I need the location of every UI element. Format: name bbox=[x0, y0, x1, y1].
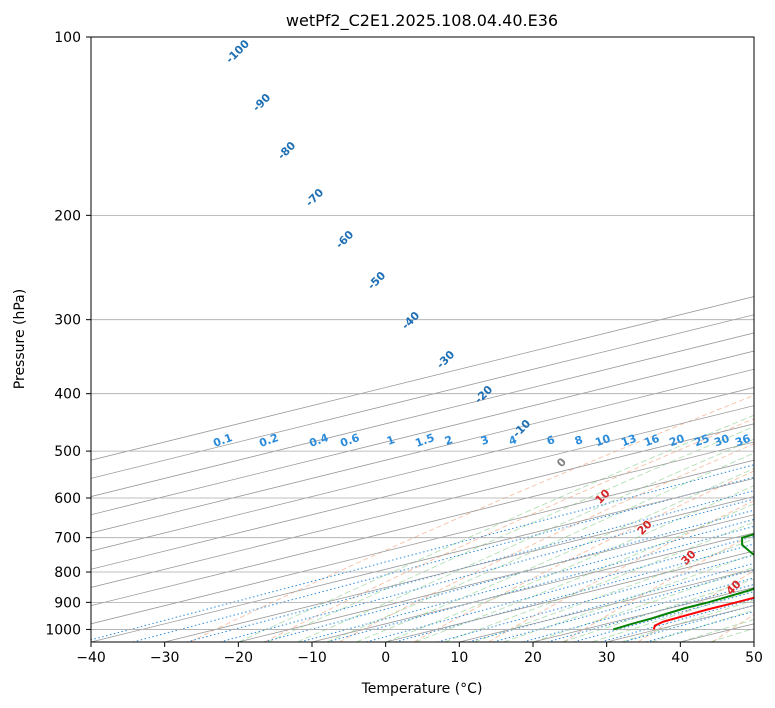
mixing-ratio-label: 4 bbox=[507, 433, 519, 448]
series-group bbox=[613, 533, 754, 631]
mixing-ratio-label: 8 bbox=[573, 433, 585, 448]
mixing-ratio-label: 1 bbox=[385, 433, 397, 448]
y-tick-label: 800 bbox=[54, 565, 81, 581]
isotherm bbox=[91, 423, 754, 588]
dewpoint-line bbox=[613, 533, 754, 631]
y-tick-label: 1000 bbox=[45, 622, 81, 638]
x-axis-label: Temperature (°C) bbox=[361, 681, 483, 697]
mixing-ratio-label: 6 bbox=[545, 433, 557, 448]
isotherm bbox=[91, 405, 754, 570]
mixing-ratio-line bbox=[437, 554, 754, 642]
isotherm bbox=[91, 441, 754, 607]
mixing-ratio-label: 25 bbox=[692, 432, 711, 449]
moist-adiabat bbox=[591, 589, 754, 642]
mixing-ratio-label: 0.4 bbox=[307, 431, 330, 450]
y-tick-label: 200 bbox=[54, 208, 81, 224]
x-tick-label: −40 bbox=[76, 650, 106, 666]
y-tick-label: 700 bbox=[54, 531, 81, 547]
isotherm bbox=[311, 532, 754, 642]
mixing-ratio-label: 30 bbox=[712, 432, 731, 450]
dry-adiabat bbox=[413, 470, 754, 642]
mixing-ratio-label: 36 bbox=[733, 432, 752, 450]
isotherm bbox=[91, 387, 754, 552]
x-tick-label: 20 bbox=[524, 650, 542, 666]
moist-adiabat bbox=[503, 553, 754, 642]
moist-adiabat bbox=[238, 414, 754, 642]
y-tick-label: 900 bbox=[54, 595, 81, 611]
y-tick-label: 100 bbox=[54, 30, 81, 46]
moist-adiabat bbox=[532, 566, 754, 642]
y-axis: 100 200 300 400 500 600 700 800 900 1000 bbox=[45, 30, 91, 638]
moist-adiabat bbox=[326, 452, 754, 642]
y-tick-label: 400 bbox=[54, 387, 81, 403]
mixing-ratio-line bbox=[366, 535, 754, 642]
grid bbox=[91, 37, 754, 642]
mixing-ratio-label: 1.5 bbox=[413, 431, 436, 450]
y-axis-label: Pressure (hPa) bbox=[12, 289, 28, 389]
moist-adiabat bbox=[267, 426, 754, 642]
y-tick-label: 500 bbox=[54, 444, 81, 460]
isotherm bbox=[91, 477, 754, 642]
x-tick-label: −20 bbox=[224, 650, 254, 666]
isotherm bbox=[164, 496, 754, 642]
mixing-ratio-line bbox=[132, 476, 754, 642]
x-tick-label: 0 bbox=[381, 650, 390, 666]
x-tick-label: −10 bbox=[297, 650, 327, 666]
dry-adiabat bbox=[563, 533, 754, 642]
plot-frame bbox=[90, 36, 755, 643]
dry-adiabat bbox=[488, 500, 754, 642]
isotherm bbox=[91, 332, 754, 497]
moist-adiabat bbox=[356, 467, 754, 642]
mixing-ratio-label: 0.2 bbox=[257, 431, 280, 450]
mixing-ratio-line bbox=[493, 569, 754, 642]
moist-adiabat bbox=[385, 485, 754, 642]
y-tick-label: 300 bbox=[54, 313, 81, 329]
mixing-ratio-label: 10 bbox=[593, 432, 612, 450]
isotherm bbox=[238, 514, 754, 642]
mixing-ratio-label: 16 bbox=[642, 432, 661, 450]
x-axis: −40 −30 −20 −10 0 10 20 30 40 50 bbox=[76, 642, 763, 666]
x-tick-label: 40 bbox=[671, 650, 689, 666]
mixing-ratio-label: 0.1 bbox=[211, 431, 234, 450]
mixing-ratio-label: 2 bbox=[443, 433, 455, 448]
mixing-ratio-label: 0.6 bbox=[338, 431, 361, 450]
dry-adiabat bbox=[338, 443, 754, 642]
x-tick-label: 30 bbox=[598, 650, 616, 666]
x-tick-label: 50 bbox=[745, 650, 763, 666]
moist-adiabat bbox=[562, 578, 754, 642]
mixing-ratio-label: 20 bbox=[667, 432, 686, 450]
mixing-ratio-label: 3 bbox=[479, 433, 491, 448]
x-tick-label: 10 bbox=[450, 650, 468, 666]
mixing-ratio-label: 13 bbox=[619, 432, 638, 449]
x-tick-label: −30 bbox=[150, 650, 180, 666]
mixing-ratio-line bbox=[186, 490, 754, 642]
chart-title: wetPf2_C2E1.2025.108.04.40.E36 bbox=[286, 11, 558, 31]
isotherm bbox=[91, 314, 754, 479]
isotherm bbox=[91, 459, 754, 625]
isotherm bbox=[91, 296, 754, 461]
y-tick-label: 600 bbox=[54, 491, 81, 507]
